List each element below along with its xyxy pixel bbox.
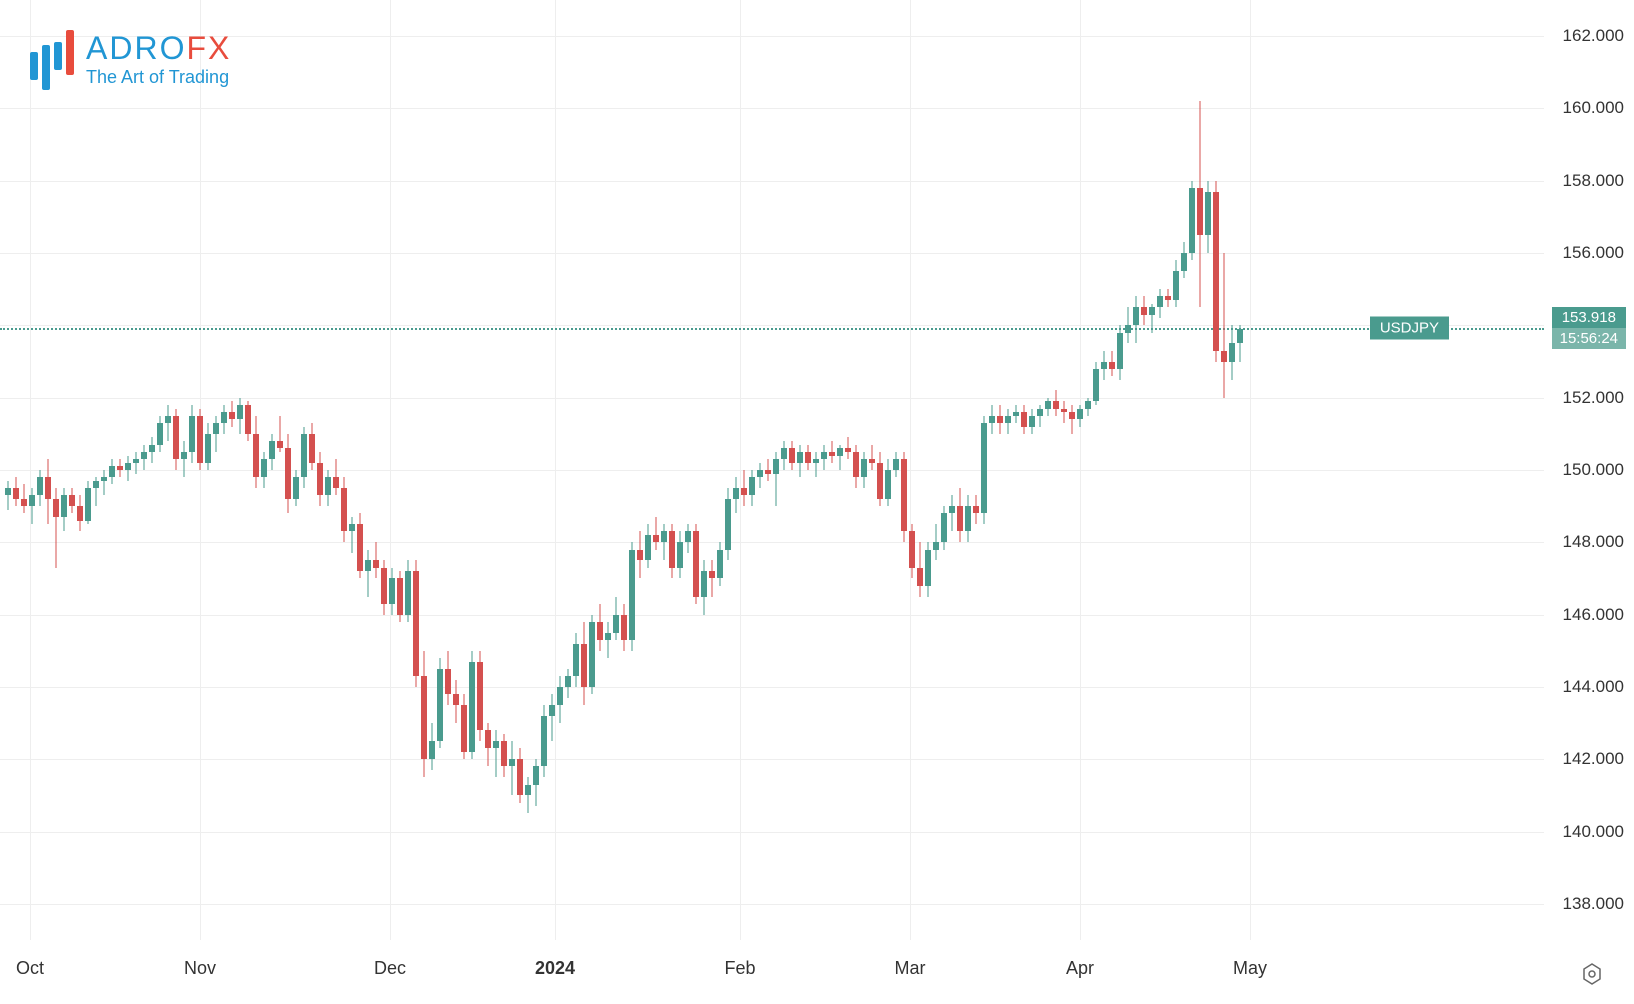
gridline-h [0, 181, 1544, 182]
price-tick-label: 162.000 [1563, 26, 1624, 46]
gridline-v [30, 0, 31, 940]
gridline-h [0, 759, 1544, 760]
time-tick-label: Nov [184, 958, 216, 979]
logo-title: ADROFX [86, 30, 231, 67]
price-tick-label: 148.000 [1563, 532, 1624, 552]
gridline-h [0, 398, 1544, 399]
gridline-h [0, 615, 1544, 616]
gridline-h [0, 904, 1544, 905]
time-tick-label: Apr [1066, 958, 1094, 979]
price-tick-label: 152.000 [1563, 388, 1624, 408]
gridline-h [0, 542, 1544, 543]
current-price-line [0, 328, 1544, 330]
time-tick-label: Mar [895, 958, 926, 979]
time-axis: Oct Nov Dec 2024 Feb Mar Apr May [0, 940, 1544, 1004]
brand-logo: ADROFX The Art of Trading [30, 30, 231, 90]
time-tick-label: Feb [724, 958, 755, 979]
gridline-h [0, 470, 1544, 471]
gridline-h [0, 253, 1544, 254]
price-tick-label: 142.000 [1563, 749, 1624, 769]
gridline-h [0, 325, 1544, 326]
price-tick-label: 140.000 [1563, 822, 1624, 842]
price-axis: 138.000 140.000 142.000 144.000 146.000 148.0… [1544, 0, 1634, 940]
gridline-h [0, 36, 1544, 37]
price-badge: 153.91815:56:24 [1552, 307, 1626, 349]
time-tick-label: Dec [374, 958, 406, 979]
price-tick-label: 146.000 [1563, 605, 1624, 625]
time-tick-label: May [1233, 958, 1267, 979]
logo-tagline: The Art of Trading [86, 67, 231, 88]
time-tick-label: 2024 [535, 958, 575, 979]
gridline-v [390, 0, 391, 940]
price-tick-label: 156.000 [1563, 243, 1624, 263]
price-tick-label: 138.000 [1563, 894, 1624, 914]
gridline-v [1080, 0, 1081, 940]
price-tick-label: 158.000 [1563, 171, 1624, 191]
gridline-h [0, 832, 1544, 833]
symbol-label: USDJPY [1370, 317, 1449, 340]
price-tick-label: 144.000 [1563, 677, 1624, 697]
chart-container: ADROFX The Art of Trading USDJPY 138.000… [0, 0, 1634, 1004]
time-tick-label: Oct [16, 958, 44, 979]
current-price-value: 153.918 [1552, 307, 1626, 328]
gridline-h [0, 687, 1544, 688]
gridline-v [910, 0, 911, 940]
price-tick-label: 160.000 [1563, 98, 1624, 118]
gridline-v [740, 0, 741, 940]
gridline-h [0, 108, 1544, 109]
gridline-v [555, 0, 556, 940]
gridline-v [200, 0, 201, 940]
price-tick-label: 150.000 [1563, 460, 1624, 480]
chart-area[interactable]: USDJPY [0, 0, 1544, 940]
logo-icon [30, 30, 74, 90]
current-time-value: 15:56:24 [1552, 328, 1626, 349]
settings-icon[interactable] [1580, 962, 1604, 986]
gridline-v [1250, 0, 1251, 940]
